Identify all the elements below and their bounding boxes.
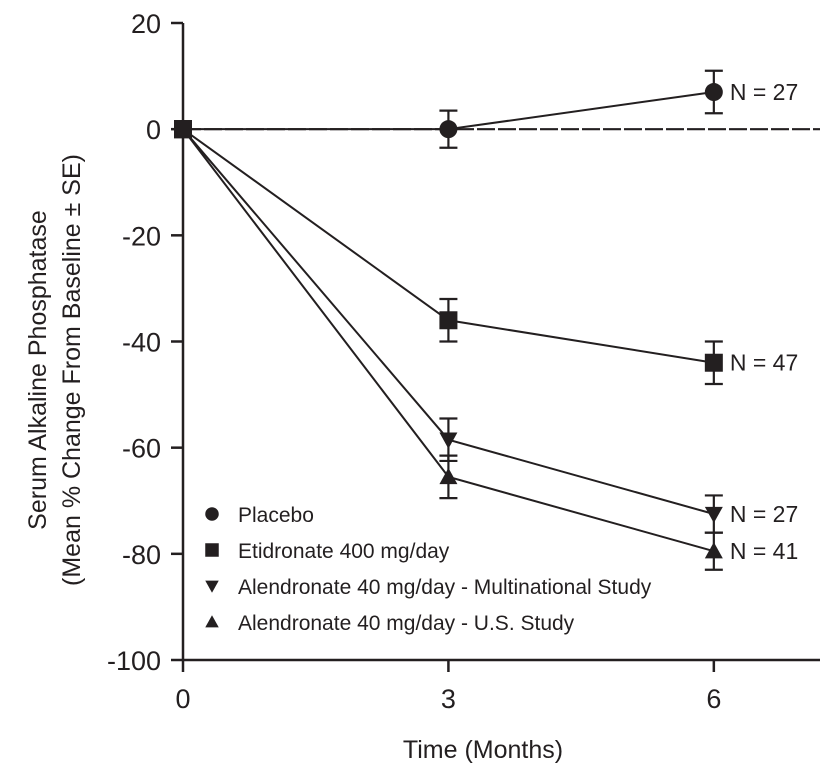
series-1 [174, 120, 723, 386]
legend-label: Etidronate 400 mg/day [238, 540, 450, 563]
x-tick-label: 0 [175, 684, 190, 714]
legend-entry: Alendronate 40 mg/day - Multinational St… [205, 576, 652, 599]
legend-label: Alendronate 40 mg/day - U.S. Study [238, 612, 575, 635]
series-3 [174, 120, 723, 571]
n-label: N = 27 [730, 501, 798, 527]
x-axis-title: Time (Months) [403, 736, 563, 764]
data-point [439, 432, 458, 449]
y-tick-label: -20 [122, 221, 161, 251]
series-layer [174, 69, 723, 571]
data-point [704, 542, 723, 559]
data-point [704, 83, 723, 102]
data-point [439, 120, 458, 139]
x-tick-label: 6 [706, 684, 721, 714]
y-tick-label: 0 [146, 115, 161, 145]
y-tick-label: -80 [122, 540, 161, 570]
legend-marker [205, 507, 219, 521]
legend-label: Placebo [238, 504, 314, 527]
n-label: N = 47 [730, 350, 798, 376]
axes [181, 23, 820, 662]
n-label: N = 41 [730, 538, 798, 564]
data-point [439, 467, 458, 485]
legend-marker [205, 580, 219, 593]
y-axis-title-line-2: (Mean % Change From Baseline ± SE) [58, 154, 86, 586]
legend-marker [205, 615, 219, 628]
y-tick-label: 20 [131, 9, 161, 39]
y-axis-title-line-1: Serum Alkaline Phosphatase [24, 210, 52, 530]
legend-entry: Placebo [205, 504, 314, 527]
data-point [174, 120, 192, 139]
y-tick-label: -60 [122, 434, 161, 464]
series-0 [174, 69, 723, 149]
data-point [704, 506, 723, 524]
legend-entry: Etidronate 400 mg/day [205, 540, 450, 563]
n-label: N = 27 [730, 79, 798, 105]
n-labels: N = 27 N = 47 N = 27 N = 41 [730, 79, 798, 564]
y-axis-title: Serum Alkaline Phosphatase (Mean % Chang… [24, 154, 86, 586]
data-point [704, 353, 723, 372]
y-tick-label: -100 [107, 646, 161, 676]
legend-label: Alendronate 40 mg/day - Multinational St… [238, 576, 652, 599]
ticks: 20 0 -20 -40 -60 -80 -100 0 3 6 [107, 9, 721, 714]
y-tick-label: -40 [122, 328, 161, 358]
data-point [439, 311, 458, 330]
x-tick-label: 3 [441, 684, 456, 714]
legend-entry: Alendronate 40 mg/day - U.S. Study [205, 612, 575, 635]
legend-marker [205, 543, 219, 557]
legend: Placebo Etidronate 400 mg/day Alendronate … [205, 504, 652, 635]
